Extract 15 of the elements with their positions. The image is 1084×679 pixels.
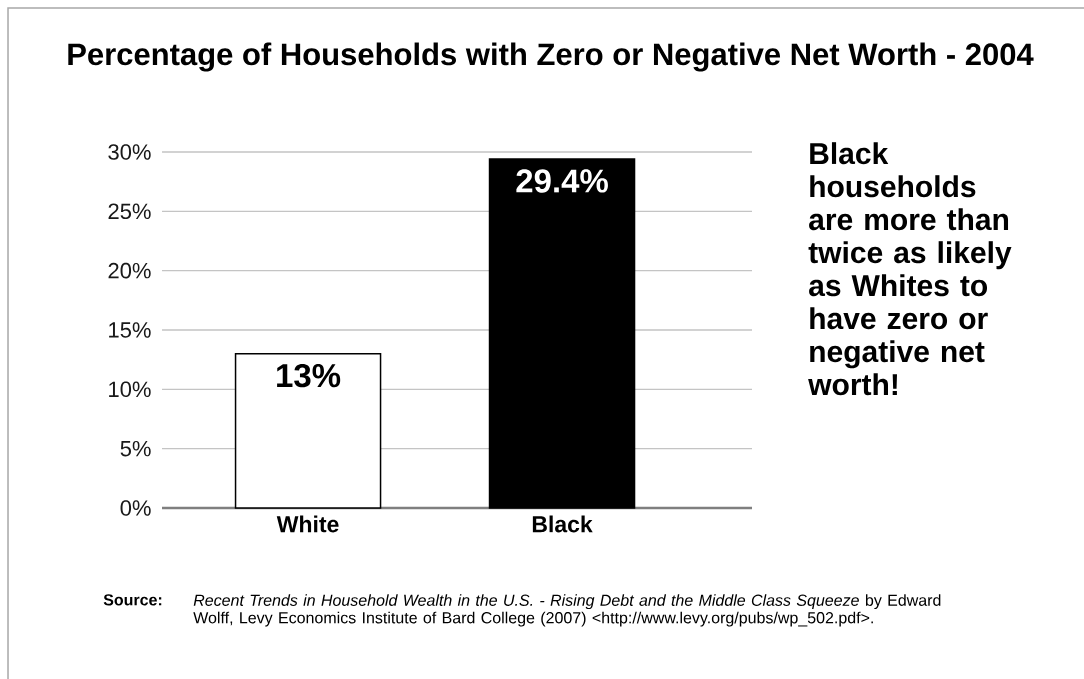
y-tick-label: 25% [108, 203, 151, 220]
y-tick-label: 5% [120, 440, 151, 457]
text: Black households are more than twice as likely as Whites to have zero or negative net worth! [808, 142, 1012, 396]
y-tick-label: 20% [108, 262, 151, 279]
data-label: 13% [277, 363, 341, 388]
chart-title: Percentage of Households with Zero or Negative Net Worth - 2004 [68, 42, 1034, 72]
x-tick-label: Black [532, 515, 593, 533]
y-tick-label: 30% [108, 144, 151, 160]
data-label: 29.4% [516, 169, 608, 193]
y-tick-label: 10% [109, 381, 151, 398]
text: Recent Trends in Household Wealth in the U.S. - Rising Debt and the Middle Class Squeeze by Edward Wolff, Levy Economics Institute of Bard College (2007) <http://www.levy.org/pubs/wp_502.pdf>. [193, 594, 941, 627]
y-tick-label: 0% [120, 500, 151, 516]
source-note: Source: [103, 594, 162, 606]
y-tick-label: 15% [109, 322, 151, 338]
x-tick-label: White [276, 515, 339, 533]
